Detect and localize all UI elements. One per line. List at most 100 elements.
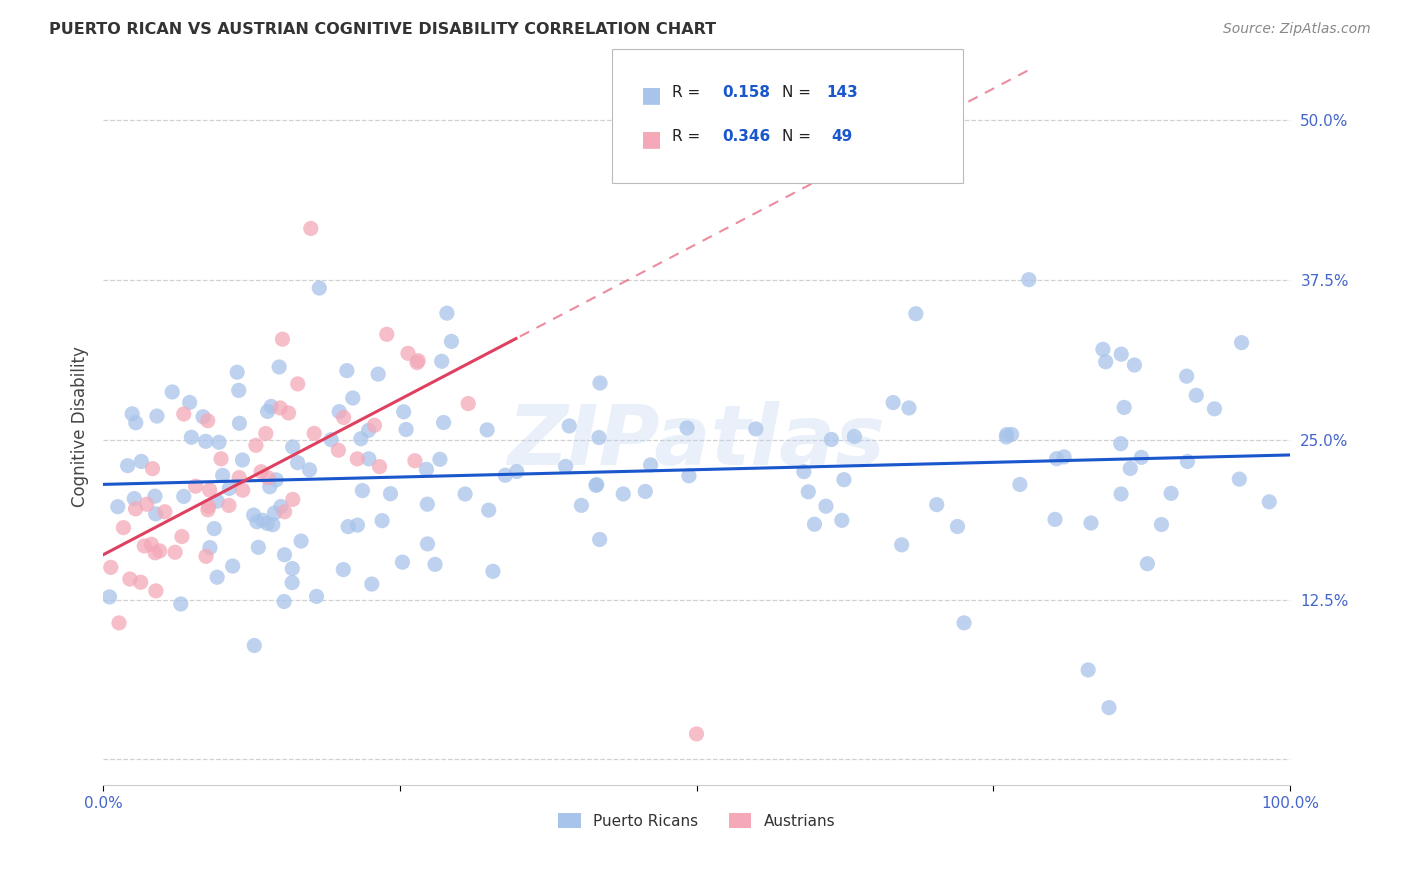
Point: [108, 615, 131, 630]
Text: Source: ZipAtlas.com: Source: ZipAtlas.com: [1223, 22, 1371, 37]
Point: [287, 376, 309, 391]
Point: [143, 546, 166, 560]
Point: [820, 433, 842, 447]
Point: [363, 418, 385, 433]
Point: [793, 465, 815, 479]
Point: [585, 477, 607, 491]
Text: R =: R =: [672, 85, 700, 100]
Point: [218, 499, 240, 513]
Point: [194, 434, 217, 449]
Point: [336, 363, 359, 377]
Point: [342, 391, 364, 405]
Text: 49: 49: [831, 129, 852, 145]
Point: [1043, 512, 1066, 526]
Point: [1080, 516, 1102, 530]
Point: [118, 572, 141, 586]
Point: [273, 594, 295, 608]
Point: [589, 376, 612, 390]
Point: [831, 513, 853, 527]
Point: [281, 561, 304, 575]
Text: ■: ■: [641, 129, 662, 149]
Point: [269, 401, 291, 415]
Point: [208, 435, 231, 450]
Point: [1119, 461, 1142, 475]
Point: [640, 458, 662, 472]
Point: [124, 491, 146, 506]
Point: [221, 559, 243, 574]
Point: [98, 590, 121, 604]
Point: [352, 483, 374, 498]
Point: [250, 465, 273, 479]
Point: [281, 492, 304, 507]
Point: [423, 558, 446, 572]
Point: [141, 461, 163, 475]
Point: [337, 519, 360, 533]
Point: [328, 404, 350, 418]
Point: [1077, 663, 1099, 677]
Point: [305, 590, 328, 604]
Point: [432, 416, 454, 430]
Point: [205, 570, 228, 584]
Point: [953, 615, 976, 630]
Point: [416, 537, 439, 551]
Point: [170, 530, 193, 544]
Point: [149, 544, 172, 558]
Point: [328, 443, 350, 458]
Point: [228, 384, 250, 398]
Point: [1109, 347, 1132, 361]
Point: [263, 506, 285, 520]
Point: [290, 534, 312, 549]
Point: [205, 494, 228, 508]
Point: [995, 430, 1018, 444]
Point: [231, 453, 253, 467]
Point: [121, 407, 143, 421]
Point: [302, 426, 325, 441]
Point: [440, 334, 463, 349]
Point: [558, 419, 581, 434]
Point: [107, 500, 129, 514]
Point: [143, 489, 166, 503]
Point: [844, 429, 866, 443]
Point: [277, 406, 299, 420]
Point: [112, 520, 135, 534]
Text: 143: 143: [827, 85, 859, 100]
Point: [256, 516, 278, 531]
Point: [391, 555, 413, 569]
Point: [257, 471, 280, 485]
Point: [298, 463, 321, 477]
Point: [184, 479, 207, 493]
Point: [371, 514, 394, 528]
Point: [350, 432, 373, 446]
Point: [254, 426, 277, 441]
Point: [1136, 557, 1159, 571]
Point: [281, 575, 304, 590]
Point: [145, 583, 167, 598]
Point: [264, 473, 287, 487]
Text: ■: ■: [641, 85, 662, 104]
Point: [243, 639, 266, 653]
Point: [180, 430, 202, 444]
Point: [1204, 401, 1226, 416]
Point: [634, 484, 657, 499]
Point: [218, 482, 240, 496]
Point: [226, 365, 249, 379]
Point: [1230, 335, 1253, 350]
Point: [197, 503, 219, 517]
Point: [247, 541, 270, 555]
Point: [1177, 454, 1199, 468]
Text: R =: R =: [672, 129, 700, 145]
Point: [890, 538, 912, 552]
Point: [368, 459, 391, 474]
Point: [134, 539, 156, 553]
Point: [588, 431, 610, 445]
Point: [375, 327, 398, 342]
Point: [179, 395, 201, 409]
Text: 0.158: 0.158: [723, 85, 770, 100]
Point: [685, 727, 707, 741]
Point: [505, 465, 527, 479]
Point: [125, 416, 148, 430]
Point: [198, 483, 221, 497]
Point: [228, 417, 250, 431]
Point: [170, 597, 193, 611]
Point: [357, 423, 380, 437]
